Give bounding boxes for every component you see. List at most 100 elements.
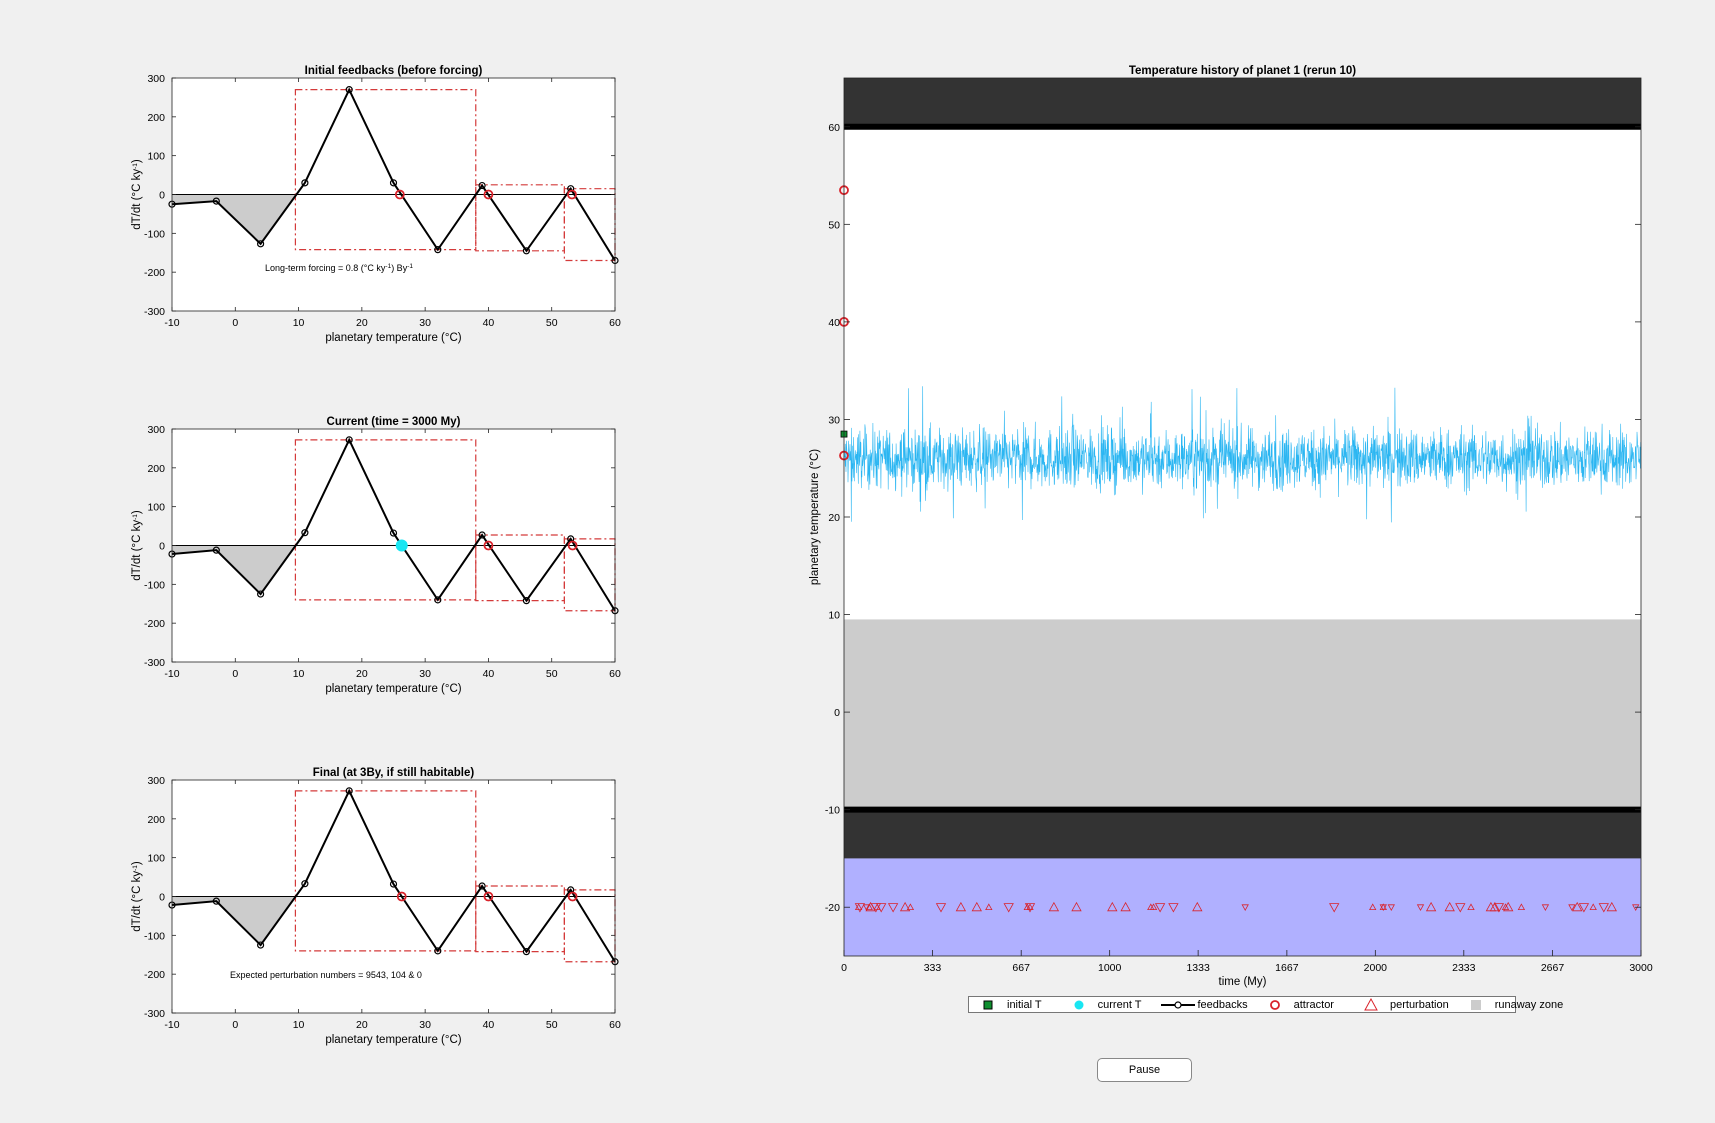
feedback-node <box>434 246 442 254</box>
x-tick-label: 30 <box>419 668 431 680</box>
y-tick-label: 0 <box>159 892 165 904</box>
feedback-node <box>257 590 265 598</box>
plot-annotation: Expected perturbation numbers = 9543, 10… <box>230 970 422 980</box>
x-tick-label: 20 <box>356 317 368 329</box>
feedback-curve <box>171 437 616 612</box>
x-tick-label: 50 <box>546 1019 558 1031</box>
y-tick-label: 0 <box>159 190 165 202</box>
perturbation-marker <box>1120 901 1131 912</box>
lower-forbidden-zone <box>844 809 1641 859</box>
basin-box-1 <box>294 89 477 251</box>
perturbation-marker <box>1026 903 1034 910</box>
perturbation-marker <box>906 903 915 910</box>
basin-box-1 <box>294 790 477 952</box>
attractor-marker <box>483 540 494 551</box>
perturbation-marker <box>1489 901 1501 912</box>
y-tick-label: -100 <box>144 579 165 591</box>
legend-item-current-T: current T <box>1060 997 1142 1013</box>
x-tick-label: 10 <box>293 317 305 329</box>
perturbation-marker <box>1416 904 1425 912</box>
y-axis-label: dT/dt (°C ky-1) <box>131 861 143 932</box>
perturbation-marker <box>1503 901 1514 912</box>
legend-label: attractor <box>1293 998 1334 1011</box>
upper-forbidden-zone <box>844 78 1641 127</box>
feedback-node <box>212 546 220 554</box>
perturbation-marker <box>1455 903 1466 913</box>
x-tick-label: 40 <box>483 317 495 329</box>
line-circle-icon <box>1161 1000 1196 1009</box>
runaway-zone-fill <box>172 194 296 244</box>
pause-button[interactable]: Pause <box>1097 1058 1192 1082</box>
feedback-node <box>301 179 309 187</box>
legend-item-feedbacks: feedbacks <box>1159 997 1248 1013</box>
perturbation-marker <box>1606 901 1617 912</box>
x-tick-label: 20 <box>356 1019 368 1031</box>
red-circle-icon <box>1269 999 1280 1010</box>
y-tick-label: -200 <box>144 969 165 981</box>
perturbation-marker <box>1003 903 1014 913</box>
feedback-node <box>301 880 309 888</box>
y-tick-label: 300 <box>147 73 165 85</box>
perturbation-marker <box>1578 903 1590 913</box>
x-axis-label: planetary temperature (°C) <box>325 332 461 344</box>
x-tick-label: 0 <box>232 1019 238 1031</box>
runaway-zone-band <box>844 619 1641 810</box>
x-tick-label: 60 <box>609 668 621 680</box>
perturbation-marker <box>1149 903 1158 910</box>
legend-label: current T <box>1097 998 1142 1011</box>
perturbation-marker <box>899 901 911 912</box>
plot-title: Initial feedbacks (before forcing) <box>305 65 483 77</box>
x-tick-label: 20 <box>356 668 368 680</box>
perturbation-marker <box>854 903 866 913</box>
green-square-icon <box>983 1000 993 1009</box>
perturbation-marker <box>1589 903 1597 910</box>
perturbation-marker <box>1598 903 1609 913</box>
perturbation-band <box>844 858 1641 956</box>
perturbation-marker <box>1572 901 1583 912</box>
feedback-node <box>522 597 531 605</box>
x-tick-label: 30 <box>419 317 431 329</box>
perturbation-marker <box>1071 901 1082 912</box>
legend-item-attractor: attractor <box>1256 997 1334 1013</box>
perturbation-marker <box>870 903 882 913</box>
y-tick-label: -20 <box>825 902 840 914</box>
perturbation-marker <box>1517 903 1526 910</box>
chart-legend: initial T current T feedbacks attractor pert… <box>968 996 1563 1013</box>
feedback-node <box>567 185 575 193</box>
y-tick-label: 20 <box>828 512 840 524</box>
x-tick-label: 60 <box>609 1019 621 1031</box>
feedback-node <box>345 86 353 94</box>
perturbation-marker <box>1387 904 1395 912</box>
feedback-plot-final: -10 0 10 20 30 40 50 60-300-200-1000100200300Fi… <box>131 767 621 1046</box>
plot-title: Temperature history of planet 1 (rerun 1… <box>1129 65 1356 77</box>
y-tick-label: 50 <box>828 219 840 231</box>
y-axis-label: planetary temperature (°C) <box>809 449 821 585</box>
cyan-dot-icon <box>1074 1000 1084 1009</box>
perturbation-marker <box>865 903 873 910</box>
y-tick-label: 100 <box>147 853 165 865</box>
x-tick-label: 333 <box>924 962 942 974</box>
x-tick-label: -10 <box>164 1019 179 1031</box>
attractor-marker <box>394 189 405 200</box>
y-tick-label: -300 <box>144 1008 165 1020</box>
y-tick-label: -200 <box>144 618 165 630</box>
y-tick-label: 200 <box>147 814 165 826</box>
attractor-marker <box>567 540 578 551</box>
legend-label: initial T <box>1007 998 1042 1011</box>
feedback-node <box>522 247 531 255</box>
feedback-curve <box>171 788 616 963</box>
feedback-node <box>478 531 486 539</box>
feedback-node <box>522 948 531 956</box>
feedback-node <box>389 880 398 888</box>
y-axis-label: dT/dt (°C ky-1) <box>131 510 143 581</box>
history-plot: 0 333 667 1000 1333 1667 2000 2333 2667 3000 -20 -1… <box>809 65 1653 988</box>
y-tick-label: 200 <box>147 112 165 124</box>
y-tick-label: -10 <box>825 805 840 817</box>
perturbation-marker <box>1048 901 1060 912</box>
y-tick-label: 100 <box>147 151 165 163</box>
perturbation-marker <box>1192 901 1203 912</box>
perturbation-marker <box>1467 903 1475 910</box>
temperature-trace <box>843 386 1642 523</box>
y-tick-label: 10 <box>828 610 840 622</box>
x-axis-label: planetary temperature (°C) <box>325 683 461 695</box>
